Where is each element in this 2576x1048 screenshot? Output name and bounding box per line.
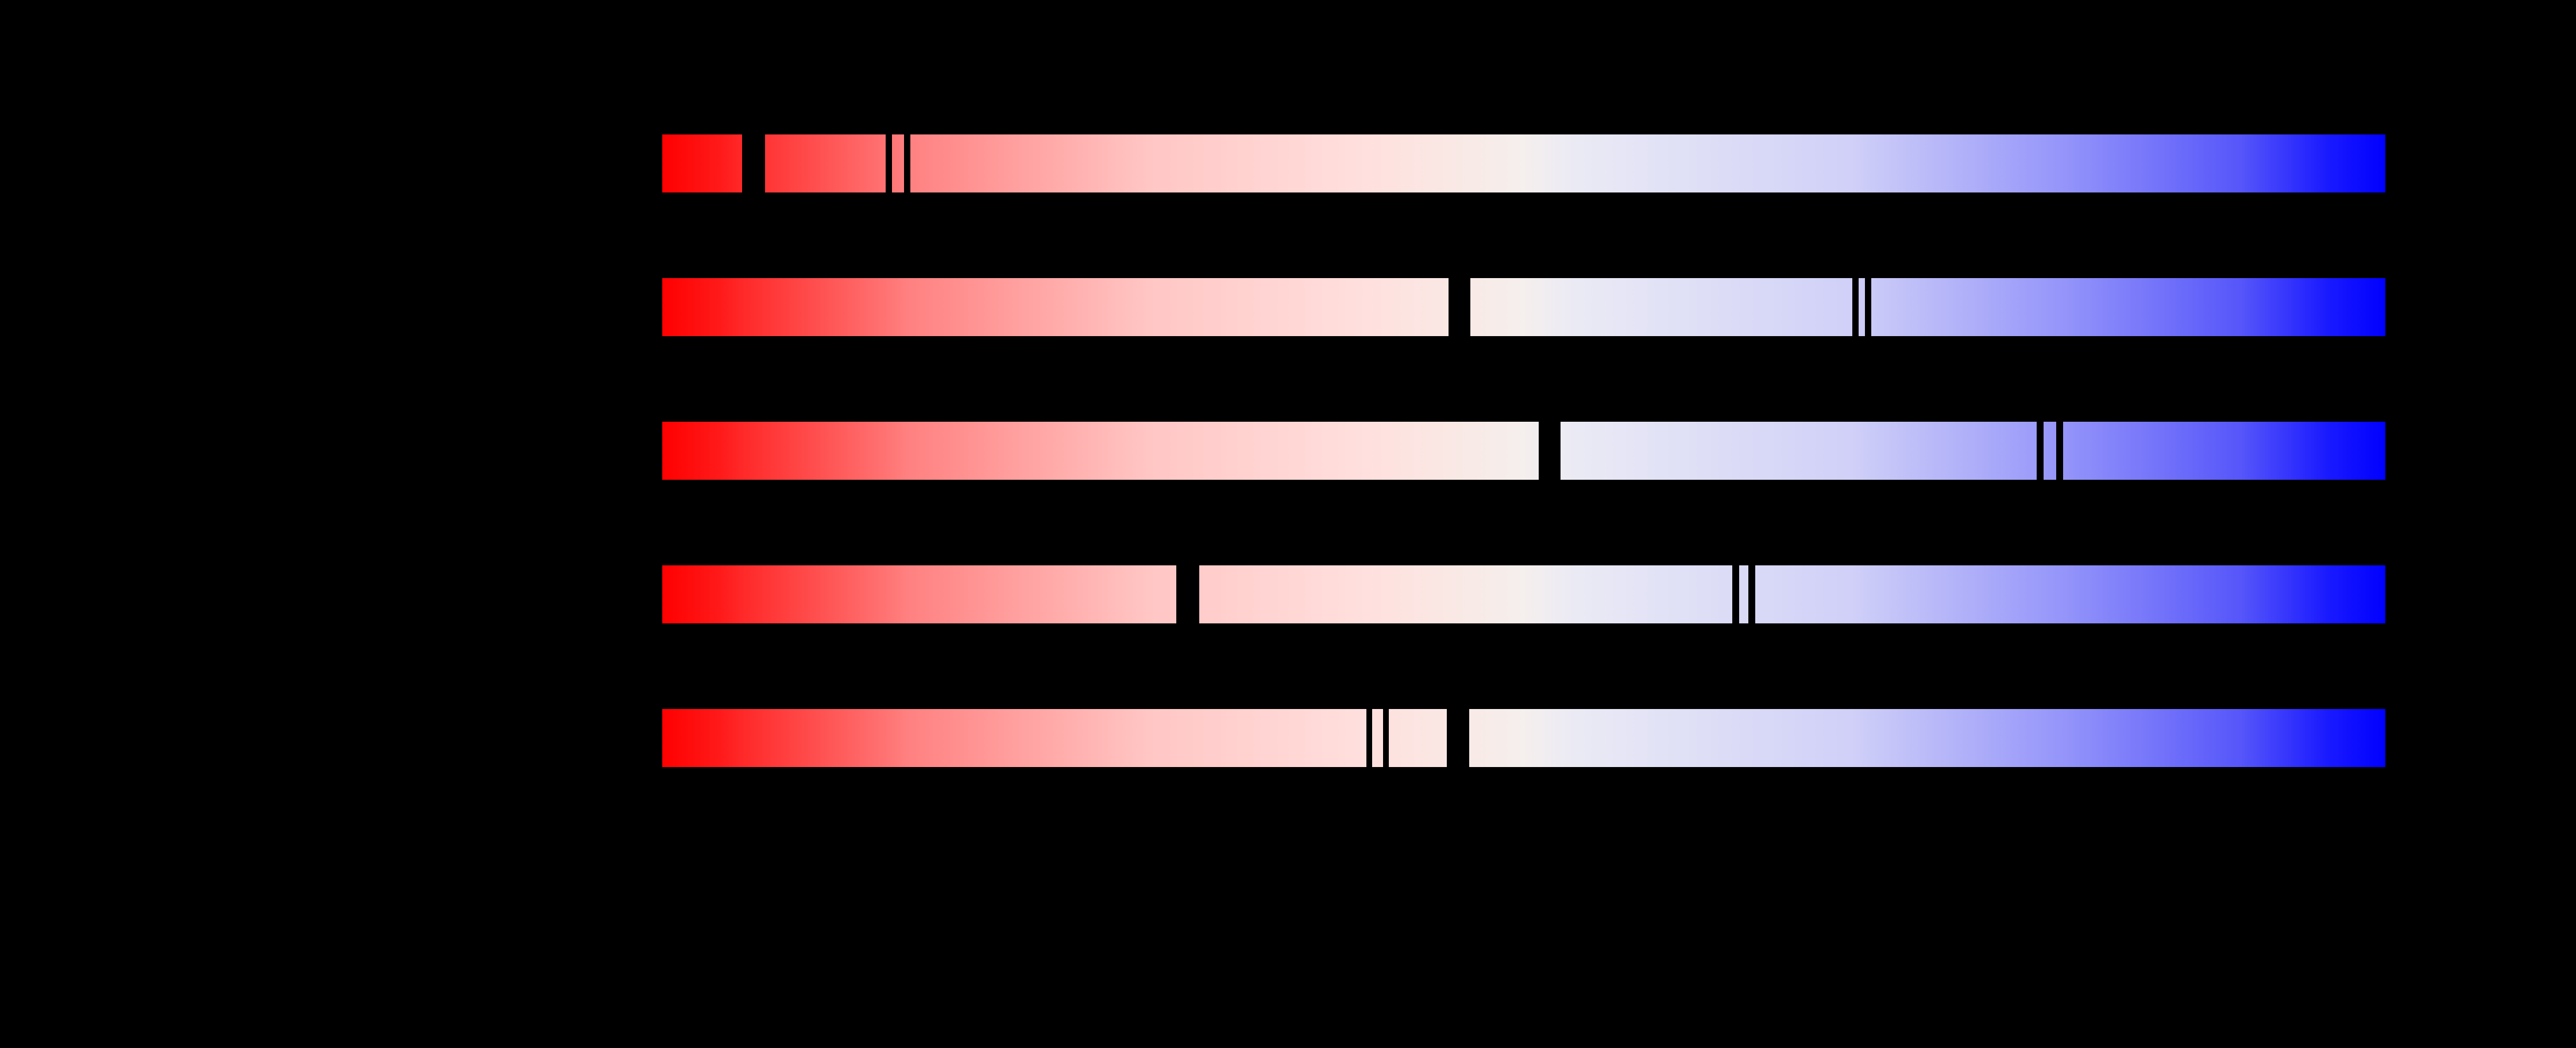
gradient-bar-2 [662,278,2385,337]
wide-marker [1447,708,1469,768]
thin-marker [2056,421,2063,480]
wide-marker [1449,278,1470,337]
gradient-bar-4 [662,565,2385,624]
thin-marker [904,134,910,193]
thin-marker [1852,278,1859,337]
wide-marker [742,134,765,193]
gradient-bar-5 [662,708,2385,768]
thin-marker [1748,565,1755,624]
gradient-bar-1 [662,134,2385,193]
thin-marker [2037,421,2044,480]
thin-marker [1732,565,1739,624]
wide-marker [1176,565,1199,624]
thin-marker [1366,708,1372,768]
thin-marker [1865,278,1871,337]
wide-marker [1539,421,1561,480]
thin-marker [886,134,892,193]
gradient-bar-3 [662,421,2385,480]
thin-marker [1383,708,1389,768]
